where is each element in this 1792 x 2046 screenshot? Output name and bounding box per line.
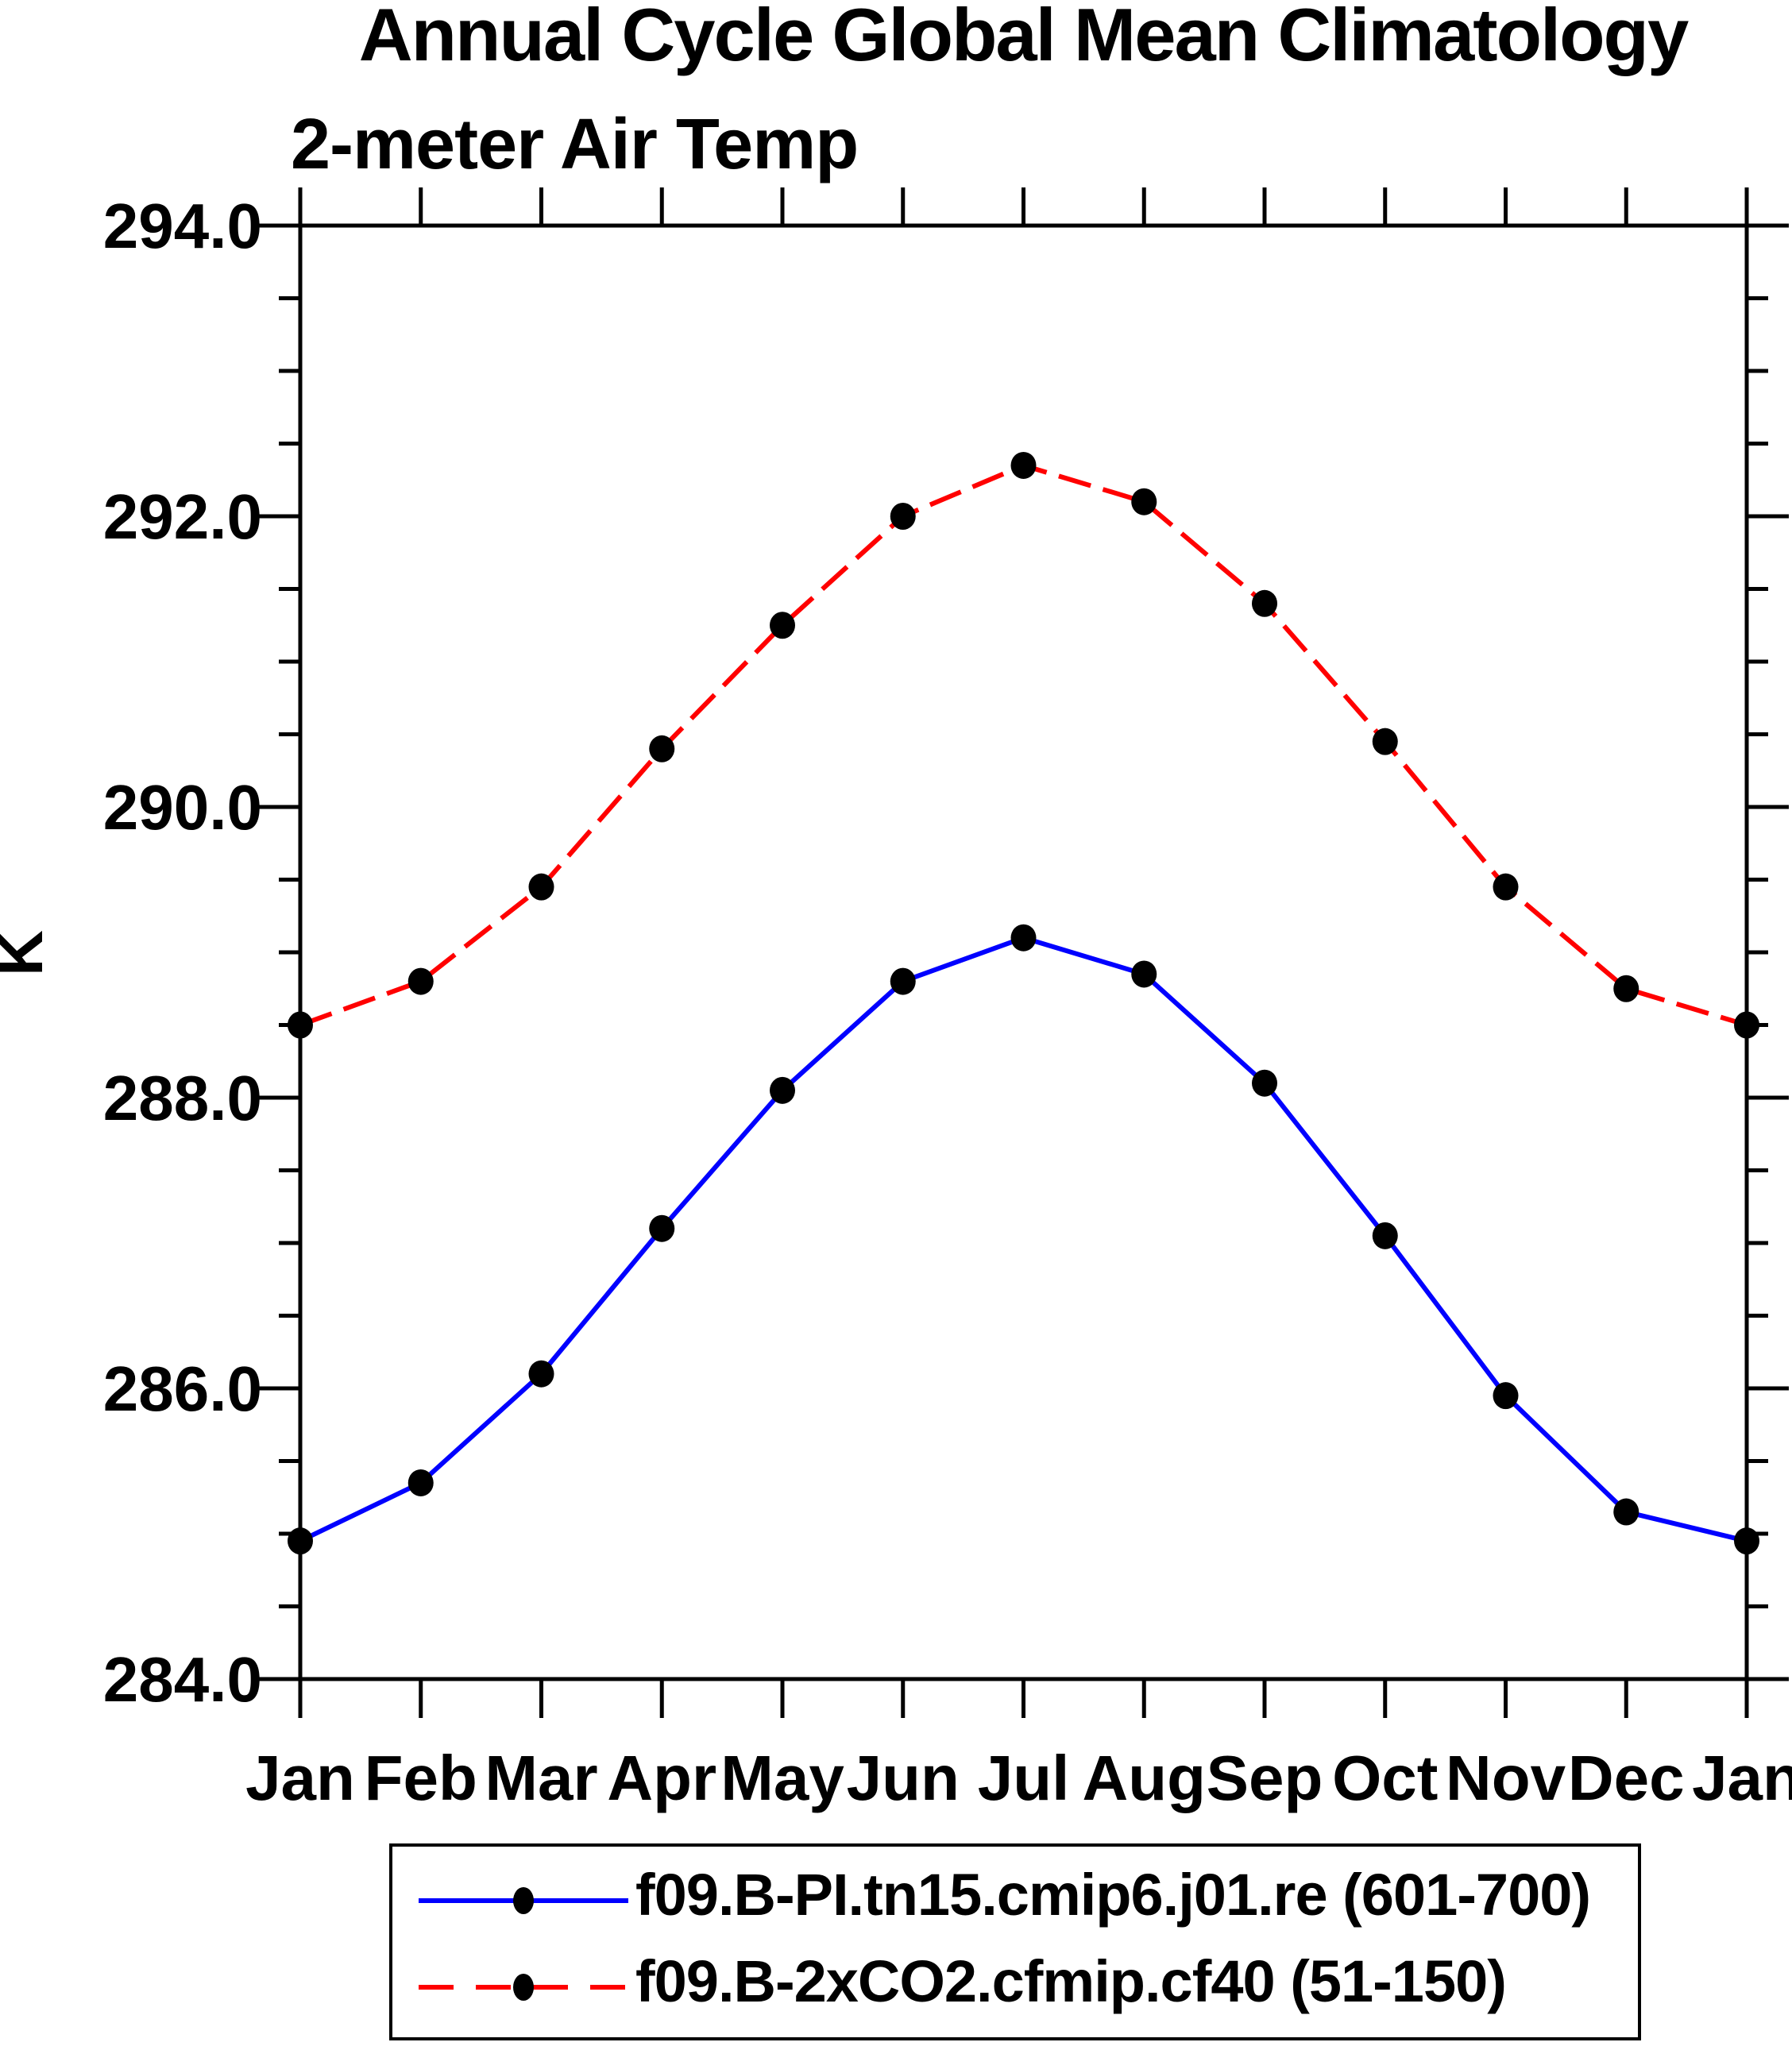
data-point-marker — [1613, 1498, 1639, 1526]
data-point-marker — [1493, 873, 1519, 901]
series-line-0 — [299, 935, 1748, 1544]
legend-box — [389, 1843, 1641, 2040]
data-point-marker — [407, 1469, 434, 1496]
legend-label-pi: f09.B-PI.tn15.cmip6.j01.re (601-700) — [635, 1862, 1590, 1928]
x-tick-label: Apr — [607, 1743, 716, 1813]
data-point-marker — [288, 1011, 313, 1039]
data-point-marker — [649, 735, 675, 762]
x-tick-label: Sep — [1207, 1743, 1323, 1813]
data-point-marker — [528, 873, 554, 901]
chart-title: Annual Cycle Global Mean Climatology — [359, 0, 1689, 76]
y-tick-label: 286.0 — [103, 1353, 262, 1424]
data-point-marker — [1493, 1382, 1519, 1410]
data-point-marker — [770, 612, 795, 639]
x-tick-label: Feb — [365, 1743, 477, 1813]
legend: f09.B-PI.tn15.cmip6.j01.re (601-700) f09… — [389, 1843, 1641, 2040]
x-tick-label: Jan — [245, 1743, 355, 1813]
data-point-marker — [1372, 728, 1398, 755]
data-point-marker — [288, 1527, 313, 1555]
x-tick-label: Jan — [1692, 1743, 1792, 1813]
y-tick-label: 288.0 — [103, 1063, 262, 1133]
x-tick-label: Aug — [1082, 1743, 1206, 1813]
legend-marker-icon — [513, 1887, 534, 1914]
x-tick-label: May — [720, 1743, 844, 1813]
x-tick-label: Jun — [847, 1743, 960, 1813]
legend-label-2xco2: f09.B-2xCO2.cfmip.cf40 (51-150) — [635, 1948, 1506, 2014]
data-point-marker — [890, 503, 916, 530]
x-tick-label: Nov — [1446, 1743, 1566, 1813]
y-tick-label: 292.0 — [103, 481, 262, 552]
data-point-marker — [1372, 1222, 1398, 1249]
data-point-marker — [1131, 960, 1157, 988]
data-point-marker — [1131, 488, 1157, 515]
data-point-marker — [890, 967, 916, 995]
data-point-marker — [649, 1214, 675, 1242]
data-point-marker — [528, 1360, 554, 1388]
chart-subtitle: 2-meter Air Temp — [291, 105, 858, 184]
plot-frame — [298, 223, 1749, 1681]
legend-entry-pi: f09.B-PI.tn15.cmip6.j01.re (601-700) — [419, 1862, 1591, 1928]
y-tick-label: 290.0 — [103, 772, 262, 843]
y-tick-label: 284.0 — [103, 1644, 262, 1715]
y-axis-label: K — [0, 930, 56, 976]
x-tick-label: Oct — [1332, 1743, 1438, 1813]
data-point-marker — [1010, 451, 1037, 479]
data-point-marker — [1010, 924, 1037, 952]
data-point-marker — [1252, 1069, 1277, 1097]
y-tick-label: 294.0 — [103, 191, 262, 261]
legend-marker-icon — [513, 1974, 534, 2001]
data-point-marker — [1252, 589, 1277, 617]
x-tick-label: Dec — [1568, 1743, 1685, 1813]
data-point-marker — [1734, 1527, 1759, 1555]
data-point-marker — [407, 967, 434, 995]
data-point-marker — [770, 1076, 795, 1104]
data-point-marker — [1734, 1011, 1759, 1039]
data-point-marker — [1613, 975, 1639, 1002]
legend-entry-2xco2: f09.B-2xCO2.cfmip.cf40 (51-150) — [419, 1948, 1507, 2014]
x-tick-label: Jul — [978, 1743, 1070, 1813]
series-layer — [288, 451, 1759, 1555]
x-tick-label: Mar — [485, 1743, 597, 1813]
